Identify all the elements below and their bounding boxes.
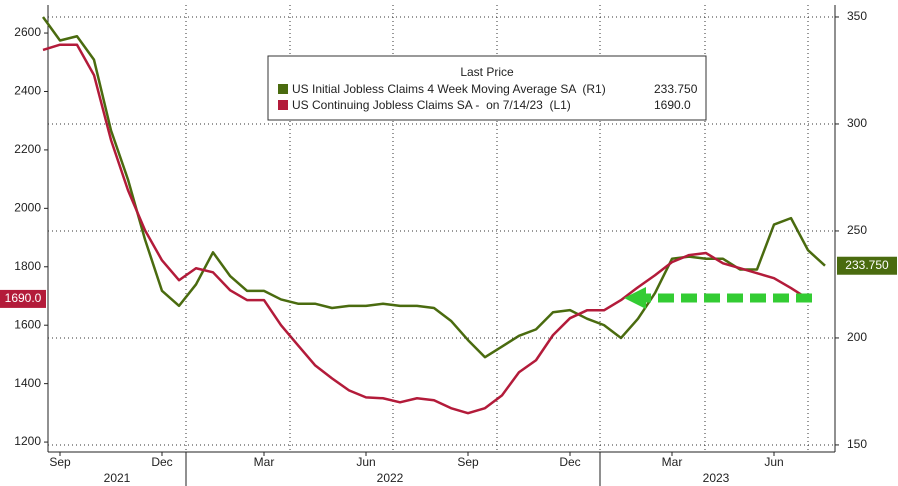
y2-tick-label: 300	[847, 116, 867, 130]
quarter-grid	[185, 5, 809, 452]
x-tick-label: Jun	[764, 455, 783, 469]
x-tick-label: Dec	[559, 455, 580, 469]
x-tick-label: Mar	[254, 455, 275, 469]
y-tick-label: 2400	[14, 84, 41, 98]
y-tick-label: 1400	[14, 376, 41, 390]
y-tick-label: 2200	[14, 142, 41, 156]
year-label: 2023	[703, 471, 730, 485]
last-value-label: 233.750	[845, 258, 889, 272]
legend-value: 233.750	[654, 82, 698, 96]
legend-swatch	[278, 100, 288, 110]
arrow-annotation	[624, 287, 812, 309]
last-value-label: 1690.0	[5, 291, 42, 305]
y2-tick-label: 200	[847, 330, 867, 344]
x-tick-label: Jun	[356, 455, 375, 469]
y2-tick-label: 250	[847, 223, 867, 237]
series-line	[42, 43, 809, 415]
y-tick-label: 1600	[14, 317, 41, 331]
last-value-tag	[837, 256, 897, 275]
series-line	[41, 16, 826, 359]
last-value-tag	[0, 289, 46, 308]
year-label: 2021	[104, 471, 131, 485]
legend-value: 1690.0	[654, 98, 691, 112]
y-tick-label: 1200	[14, 434, 41, 448]
y-tick-label: 2000	[14, 201, 41, 215]
y2-tick-label: 150	[847, 437, 867, 451]
y2-tick-label: 350	[847, 9, 867, 23]
legend-title: Last Price	[460, 65, 514, 79]
y-tick-label: 1800	[14, 259, 41, 273]
x-tick-label: Sep	[49, 455, 71, 469]
x-tick-label: Dec	[151, 455, 172, 469]
y-tick-label: 2600	[14, 25, 41, 39]
legend-swatch	[278, 84, 288, 94]
legend-label: US Initial Jobless Claims 4 Week Moving …	[292, 82, 606, 96]
x-tick-label: Sep	[457, 455, 479, 469]
legend: Last Price US Initial Jobless Claims 4 W…	[267, 55, 707, 121]
year-label: 2022	[377, 471, 404, 485]
legend-label: US Continuing Jobless Claims SA - on 7/1…	[292, 98, 571, 112]
x-tick-label: Mar	[662, 455, 683, 469]
